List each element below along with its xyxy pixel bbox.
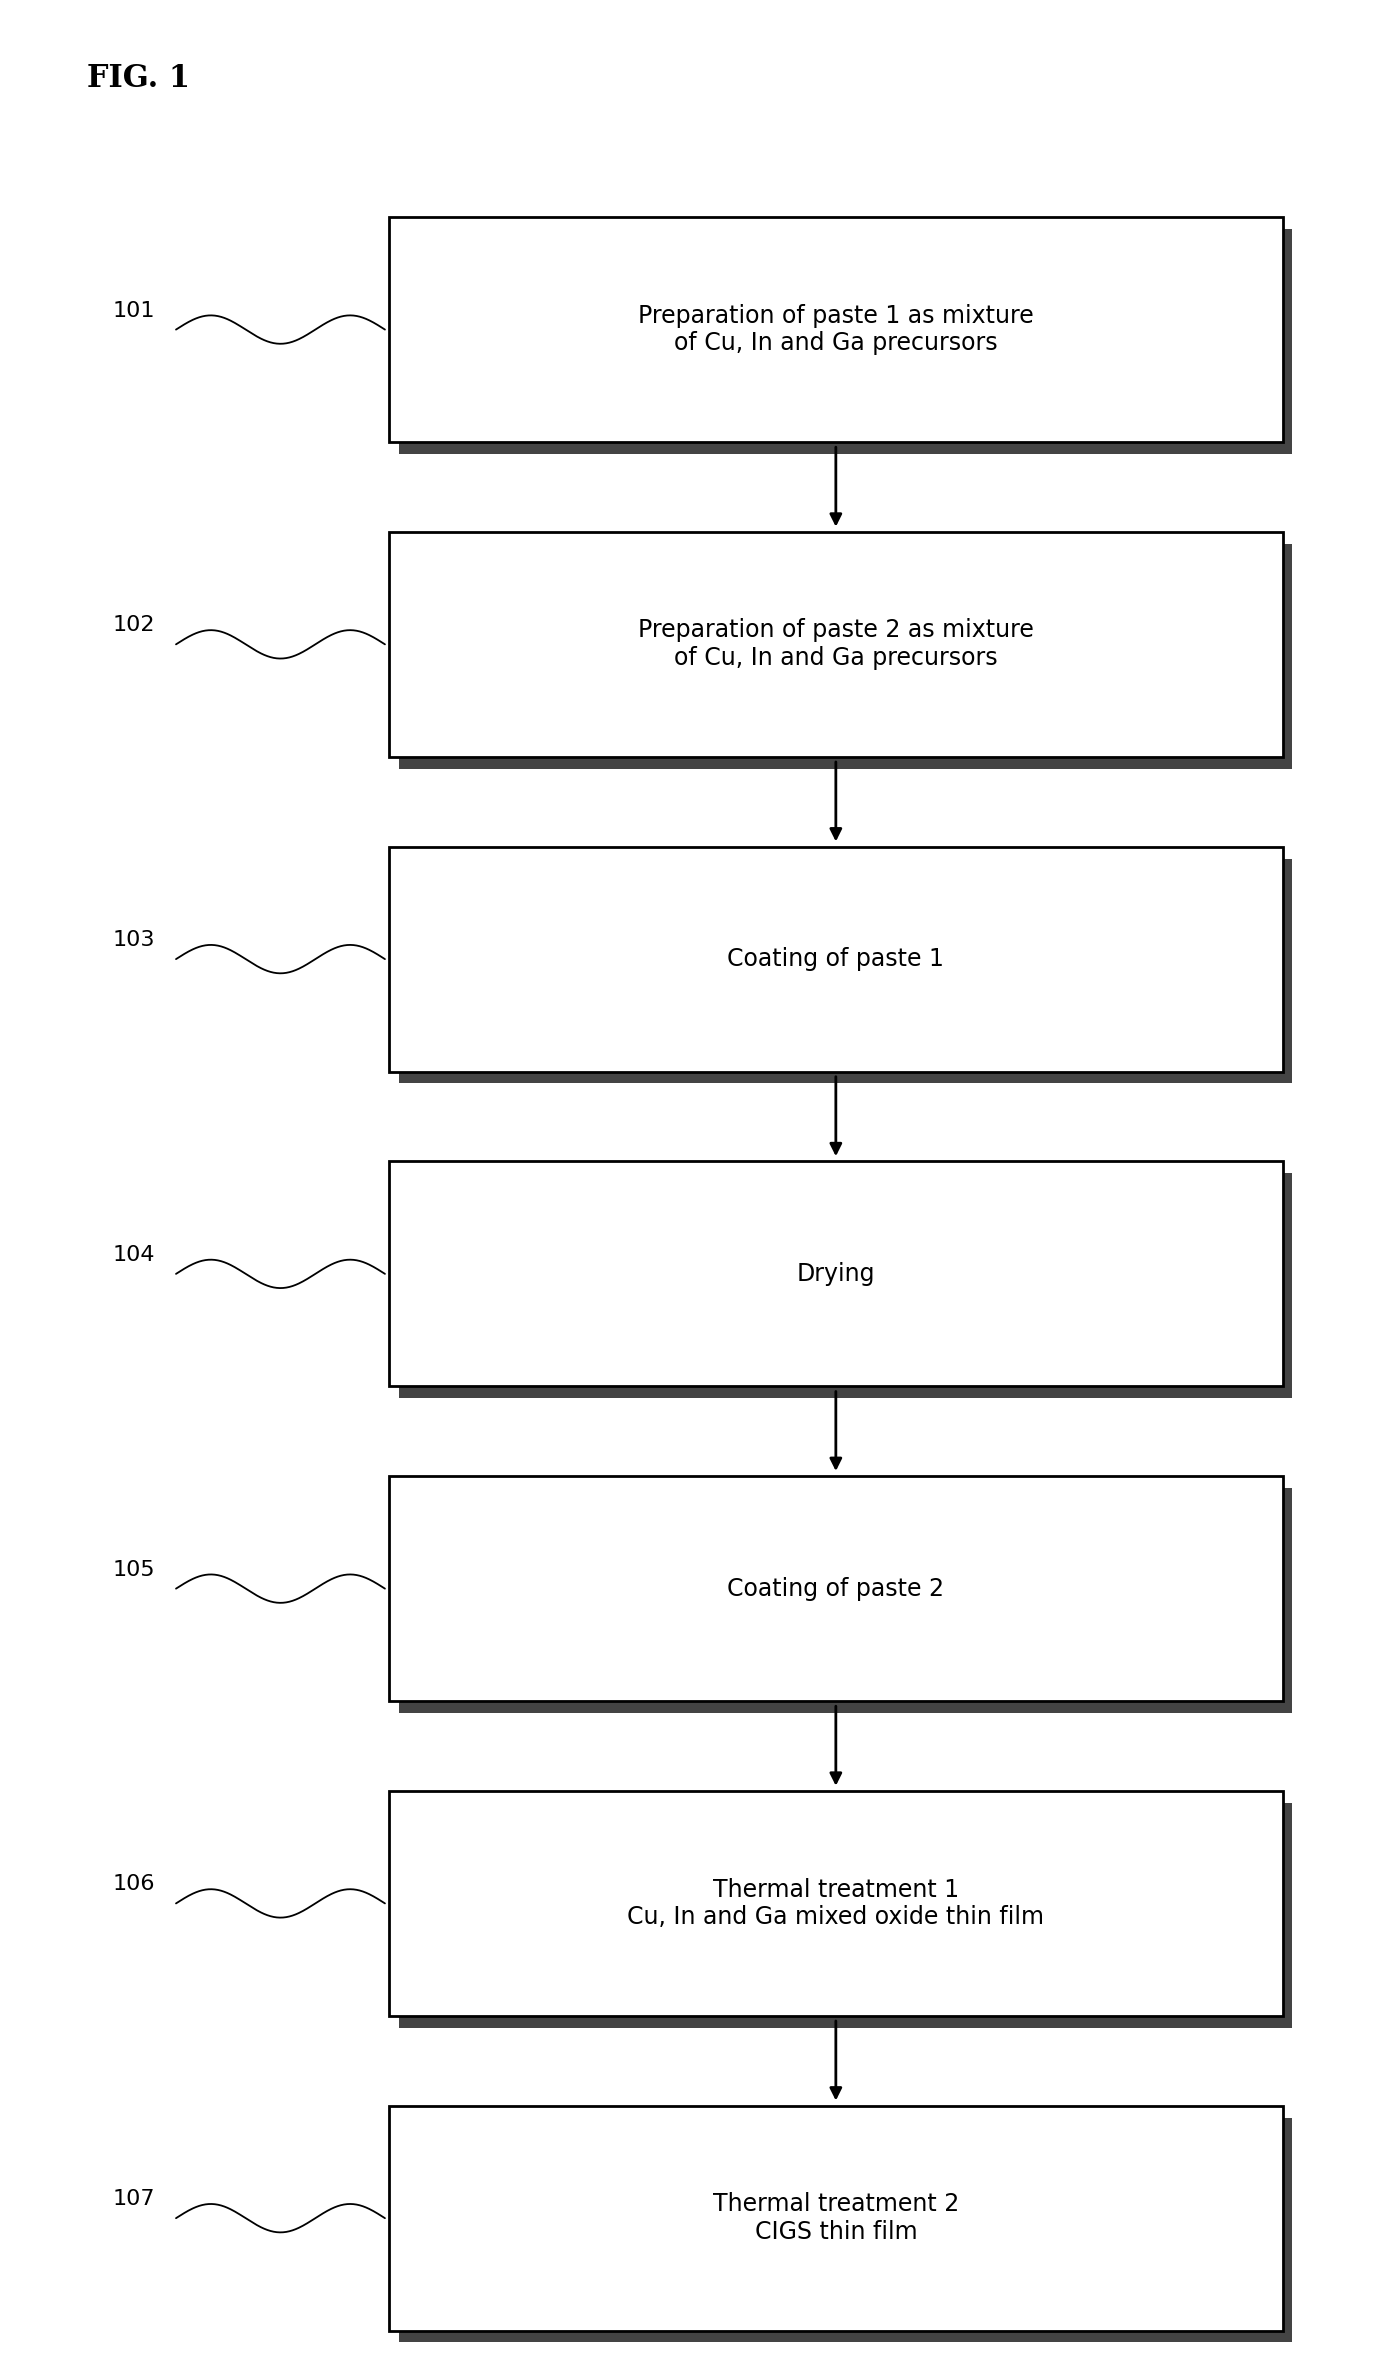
Bar bbox=[398, 1803, 1292, 2028]
Text: Drying: Drying bbox=[797, 1261, 875, 1285]
Text: 105: 105 bbox=[113, 1560, 155, 1579]
Bar bbox=[389, 1161, 1282, 1387]
Bar bbox=[389, 1791, 1282, 2016]
Text: Coating of paste 2: Coating of paste 2 bbox=[727, 1577, 945, 1601]
Bar bbox=[389, 1477, 1282, 1700]
Bar bbox=[398, 2118, 1292, 2342]
Text: Preparation of paste 1 as mixture
of Cu, In and Ga precursors: Preparation of paste 1 as mixture of Cu,… bbox=[638, 304, 1033, 356]
Text: 103: 103 bbox=[113, 931, 155, 950]
Bar bbox=[398, 544, 1292, 770]
Text: Coating of paste 1: Coating of paste 1 bbox=[727, 948, 945, 971]
Text: 102: 102 bbox=[113, 615, 155, 636]
Text: Thermal treatment 2
CIGS thin film: Thermal treatment 2 CIGS thin film bbox=[712, 2192, 958, 2244]
Text: FIG. 1: FIG. 1 bbox=[87, 64, 189, 95]
Bar bbox=[389, 2107, 1282, 2330]
Bar bbox=[398, 228, 1292, 454]
Bar bbox=[398, 1173, 1292, 1399]
Text: 107: 107 bbox=[113, 2190, 155, 2209]
Text: 101: 101 bbox=[113, 302, 155, 321]
Bar bbox=[389, 216, 1282, 442]
Text: Preparation of paste 2 as mixture
of Cu, In and Ga precursors: Preparation of paste 2 as mixture of Cu,… bbox=[638, 618, 1033, 670]
Text: Thermal treatment 1
Cu, In and Ga mixed oxide thin film: Thermal treatment 1 Cu, In and Ga mixed … bbox=[628, 1879, 1044, 1928]
Bar bbox=[398, 857, 1292, 1083]
Text: 106: 106 bbox=[113, 1874, 155, 1895]
Bar bbox=[389, 848, 1282, 1071]
Bar bbox=[398, 1489, 1292, 1712]
Bar bbox=[389, 532, 1282, 758]
Text: 104: 104 bbox=[113, 1244, 155, 1266]
